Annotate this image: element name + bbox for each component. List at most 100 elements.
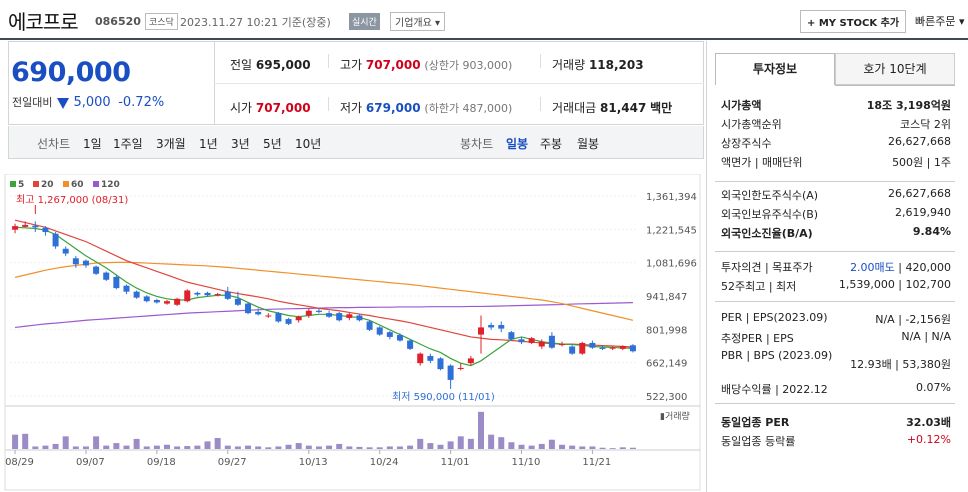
basic-info-value: 500원 | 1주	[892, 156, 951, 169]
stock-name: 에코프로	[8, 10, 79, 34]
quick-order-dropdown[interactable]: 빠른주문 ▾	[915, 15, 965, 28]
w52-label: 52주최고 | 최저	[721, 280, 797, 293]
candle-body	[569, 346, 576, 354]
volume-bar	[113, 443, 120, 449]
upper-limit: (상한가 903,000)	[424, 59, 513, 72]
industry-per-label[interactable]: 동일업종 PER	[721, 416, 790, 429]
period-1w[interactable]: 1주일	[113, 137, 143, 151]
candle-daily[interactable]: 일봉	[506, 137, 529, 151]
price-chart[interactable]: 1,361,394 1,221,545 1,081,696 941,847 801,99…	[2, 174, 704, 492]
candle-body	[123, 285, 130, 292]
period-3y[interactable]: 3년	[231, 137, 250, 151]
candle-body	[224, 291, 231, 299]
ma60-line	[14, 261, 634, 321]
volume-bar	[417, 438, 424, 449]
volume-bar	[305, 445, 312, 449]
volume-bar	[72, 446, 79, 449]
per-label: PER | EPS(2023.09)	[721, 311, 828, 324]
foreign-info-label: 외국인한도주식수(A)	[721, 189, 819, 202]
candle-body	[143, 296, 150, 302]
candle-body	[538, 341, 545, 347]
trade-amount: 거래대금 81,447 백만	[552, 99, 672, 116]
eper-label: 추정PER | EPS	[721, 332, 794, 345]
volume-bar	[123, 445, 130, 449]
candle-body	[508, 332, 515, 340]
industry-per-row[interactable]: 동일업종 PER 32.03배	[721, 414, 951, 431]
x-tick-label: 10/13	[299, 457, 328, 468]
legend-swatch	[63, 181, 69, 187]
volume-bar	[346, 446, 353, 449]
basic-info-value: 18조 3,198억원	[866, 99, 951, 112]
x-tick-label: 10/24	[370, 457, 399, 468]
candle-body	[609, 347, 616, 349]
industry-per-value: 32.03배	[906, 416, 951, 429]
volume-bar	[528, 445, 535, 449]
x-tick-label: 11/21	[582, 457, 611, 468]
volume-bar	[255, 446, 262, 449]
volume-label: 거래량	[552, 58, 586, 72]
quote-summary: 전일 695,000 고가 707,000 (상한가 903,000) 거래량 …	[214, 41, 704, 125]
candle-body	[447, 365, 454, 380]
period-10y[interactable]: 10년	[295, 137, 322, 151]
y-tick-label: 662,149	[646, 359, 687, 370]
candle-body	[315, 310, 322, 312]
pbr-row: PBR | BPS (2023.09) 12.93배 | 53,380원	[721, 349, 951, 373]
legend-swatch	[33, 181, 39, 187]
candle-body	[184, 290, 191, 302]
candle-weekly[interactable]: 주봉	[540, 137, 563, 151]
volume-bar	[326, 445, 333, 449]
period-5y[interactable]: 5년	[263, 137, 282, 151]
target-price: 420,000	[905, 261, 952, 274]
candle-body	[396, 335, 403, 341]
realtime-badge[interactable]: 실시간	[349, 13, 380, 30]
candle-body	[214, 294, 221, 296]
chart-frame	[4, 174, 701, 491]
candle-body	[93, 266, 100, 274]
basic-info-value: 코스닥 2위	[900, 118, 951, 131]
foreign-info-label: 외국인소진율(B/A)	[721, 227, 813, 240]
investment-info-panel: 투자정보 호가 10단계 시가총액 18조 3,198억원 시가총액순위 코스닥 2위…	[706, 41, 964, 492]
prev-close: 전일 695,000	[230, 56, 311, 73]
industry-change-label[interactable]: 동일업종 등락률	[721, 435, 796, 448]
high-label: 고가	[340, 58, 363, 72]
volume-bar	[153, 445, 160, 449]
tab-orderbook[interactable]: 호가 10단계	[835, 53, 955, 85]
period-1d[interactable]: 1일	[83, 137, 102, 151]
candle-body	[427, 356, 434, 361]
stock-code: 086520	[95, 15, 141, 28]
volume-bar	[275, 446, 282, 449]
tab-investment-info[interactable]: 투자정보	[715, 53, 835, 85]
foreign-info-value: 9.84%	[912, 225, 951, 238]
candle-chart-label: 봉차트	[460, 137, 494, 151]
volume-bar	[407, 445, 414, 449]
opinion-row: 투자의견 | 목표주가 2.00매도 | 420,000	[721, 261, 952, 274]
volume-bar	[457, 436, 464, 449]
volume-bar	[234, 446, 241, 449]
period-3m[interactable]: 3개월	[156, 137, 186, 151]
candle-body	[265, 315, 272, 317]
company-info-dropdown[interactable]: 기업개요 ▾	[390, 12, 445, 31]
period-1y[interactable]: 1년	[199, 137, 218, 151]
x-tick-label: 09/18	[147, 457, 176, 468]
foreign-info-row: 외국인보유주식수(B) 2,619,940	[721, 206, 951, 223]
industry-change-row[interactable]: 동일업종 등락률 +0.12%	[721, 433, 951, 450]
quote-date: 2023.11.27 10:21 기준(장중)	[180, 16, 331, 29]
volume-bar	[498, 437, 505, 449]
ma120-line	[14, 302, 633, 329]
add-my-stock-button[interactable]: + MY STOCK 추가	[800, 10, 907, 33]
pbr-label: PBR | BPS (2023.09)	[721, 349, 833, 362]
candle-monthly[interactable]: 월봉	[577, 137, 600, 151]
legend-swatch	[10, 181, 16, 187]
y-tick-label: 1,081,696	[646, 259, 697, 270]
candle-body	[488, 325, 495, 328]
candle-body	[599, 347, 606, 349]
amount-label: 거래대금	[552, 101, 597, 115]
candle-body	[589, 342, 596, 348]
volume-bar	[143, 446, 150, 449]
volume-bar	[589, 446, 596, 449]
volume-bar	[214, 438, 221, 449]
open-price: 시가 707,000	[230, 99, 311, 116]
chart-toolbar: 선차트 1일 1주일 3개월 1년 3년 5년 10년 봉차트 일봉 주봉 월봉	[8, 126, 704, 159]
candle-body	[52, 233, 59, 247]
change-label: 전일대비	[12, 96, 53, 109]
